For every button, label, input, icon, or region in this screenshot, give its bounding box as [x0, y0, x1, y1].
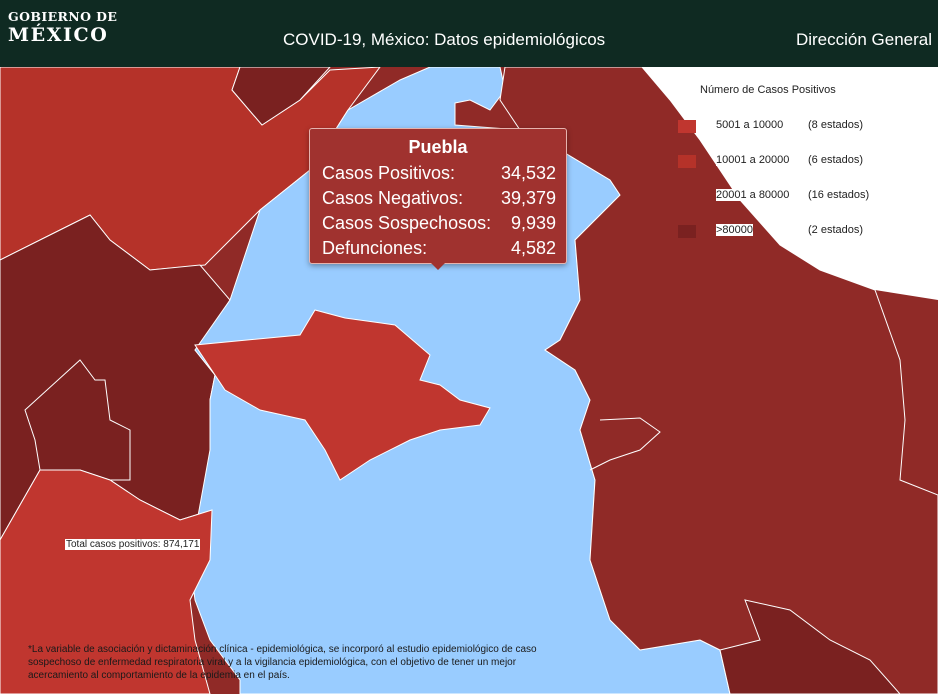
- tooltip-row-positivos: Casos Positivos: 34,532: [322, 163, 556, 187]
- tooltip-row-defunciones: Defunciones: 4,582: [322, 238, 556, 262]
- legend-swatch: [678, 225, 696, 238]
- legend-range-label: 5001 a 10000: [716, 119, 784, 131]
- legend-item-20001-80000[interactable]: 20001 a 80000 (16 estados): [678, 189, 918, 205]
- state-border-line: [589, 417, 661, 471]
- tooltip-label: Casos Sospechosos:: [322, 213, 492, 233]
- legend-item-over-80000[interactable]: >80000 (2 estados): [678, 224, 918, 240]
- logo-line-2: MÉXICO: [8, 23, 109, 46]
- gobierno-de-mexico-logo[interactable]: GOBIERNO DE MÉXICO: [8, 9, 118, 46]
- tooltip-row-sospechosos: Casos Sospechosos: 9,939: [322, 213, 556, 237]
- legend-count-label: (2 estados): [808, 224, 864, 236]
- legend-item-5001-10000[interactable]: 5001 a 10000 (8 estados): [678, 119, 918, 135]
- tooltip-row-negativos: Casos Negativos: 39,379: [322, 188, 556, 212]
- tooltip-label: Casos Positivos:: [322, 163, 456, 183]
- tooltip-value: 34,532: [500, 163, 556, 183]
- logo-line-1: GOBIERNO DE: [8, 9, 118, 24]
- legend-range-label: >80000: [716, 224, 754, 236]
- legend-title: Número de Casos Positivos: [700, 84, 836, 96]
- page-title: COVID-19, México: Datos epidemiológicos: [283, 30, 606, 49]
- legend-range-label: 10001 a 20000: [716, 154, 790, 166]
- tooltip-label: Casos Negativos:: [322, 188, 464, 208]
- state-region-southeast[interactable]: [719, 599, 901, 694]
- tooltip-value: 39,379: [500, 188, 556, 208]
- direccion-general-link[interactable]: Dirección General: [795, 30, 932, 49]
- legend-count-label: (6 estados): [808, 154, 864, 166]
- tooltip-value: 9,939: [510, 213, 556, 233]
- state-region-center[interactable]: [194, 309, 491, 481]
- legend-swatch: [678, 155, 696, 168]
- legend-range-label: 20001 a 80000: [716, 189, 790, 201]
- tooltip-label: Defunciones:: [322, 238, 428, 258]
- total-positive-cases: Total casos positivos: 874,171: [65, 539, 201, 550]
- tooltip-value: 4,582: [510, 238, 556, 258]
- legend-swatch: [678, 190, 696, 203]
- legend-count-label: (16 estados): [808, 189, 870, 201]
- state-region-north-small[interactable]: [231, 67, 331, 126]
- footnote-text: *La variable de asociación y dictaminaci…: [28, 644, 537, 681]
- legend-count-label: (8 estados): [808, 119, 864, 131]
- legend-swatch: [678, 120, 696, 133]
- state-region-east[interactable]: [499, 67, 938, 694]
- tooltip-state-name: Puebla: [408, 137, 468, 157]
- state-tooltip: Puebla Casos Positivos: 34,532 Casos Neg…: [309, 128, 567, 270]
- legend-item-10001-20000[interactable]: 10001 a 20000 (6 estados): [678, 154, 918, 170]
- state-region-inner-west[interactable]: [24, 359, 131, 481]
- top-header-bar: GOBIERNO DE MÉXICO COVID-19, México: Dat…: [0, 0, 938, 67]
- state-region-southwest[interactable]: [0, 469, 213, 694]
